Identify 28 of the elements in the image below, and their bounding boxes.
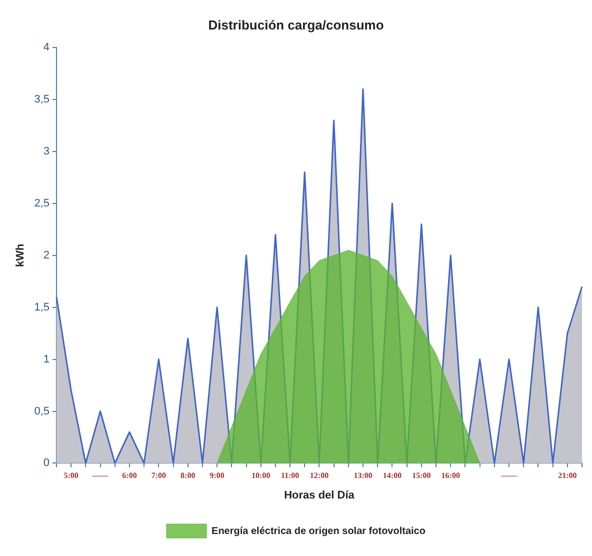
x-tick-label: 14:00	[382, 471, 402, 480]
y-tick-label: 4	[43, 42, 50, 54]
x-tick-label: 5:00	[64, 471, 78, 480]
x-tick-label: 10:00	[252, 471, 270, 480]
x-axis-title: Horas del Día	[284, 489, 356, 502]
y-tick-label: 1	[43, 353, 50, 366]
y-tick-label: 3,5	[34, 94, 50, 106]
chart-title: Distribución carga/consumo	[208, 17, 384, 32]
x-tick-label: 21:00	[558, 471, 577, 480]
y-axis-title: kWh	[14, 244, 27, 268]
x-tick-label: 13:00	[354, 471, 372, 480]
x-tick-label: 9:00	[210, 471, 224, 480]
legend-label: Energía eléctrica de origen solar fotovoltaico	[212, 526, 426, 537]
x-tick-label: 7:00	[151, 471, 166, 480]
x-tick-label: 11:00	[280, 471, 300, 480]
y-tick-label: 3	[43, 146, 50, 158]
y-tick-label: 1,5	[34, 301, 50, 314]
x-tick-label: 12:00	[310, 471, 329, 480]
y-tick-label: 0,5	[34, 405, 50, 418]
y-tick-label: 2	[43, 249, 50, 262]
y-tick-label: 2,5	[34, 197, 50, 210]
x-tick-label: 15:00	[412, 471, 431, 480]
x-tick-label: 8:00	[180, 471, 196, 480]
x-tick-label: ——	[91, 471, 110, 480]
x-tick-label: ——	[500, 471, 518, 480]
x-tick-label: 6:00	[122, 471, 137, 480]
x-tick-label: 16:00	[441, 471, 460, 480]
y-tick-label: 0	[43, 457, 50, 470]
